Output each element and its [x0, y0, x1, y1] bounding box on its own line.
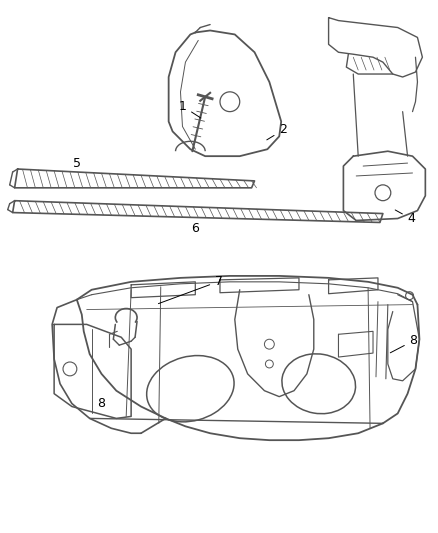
Text: 6: 6	[191, 222, 199, 235]
Text: 1: 1	[179, 100, 201, 118]
Text: 8: 8	[390, 334, 417, 353]
Text: 2: 2	[267, 124, 287, 140]
Text: 8: 8	[98, 397, 106, 410]
Text: 5: 5	[73, 157, 81, 169]
Text: 4: 4	[395, 210, 416, 225]
Text: 7: 7	[159, 275, 223, 304]
